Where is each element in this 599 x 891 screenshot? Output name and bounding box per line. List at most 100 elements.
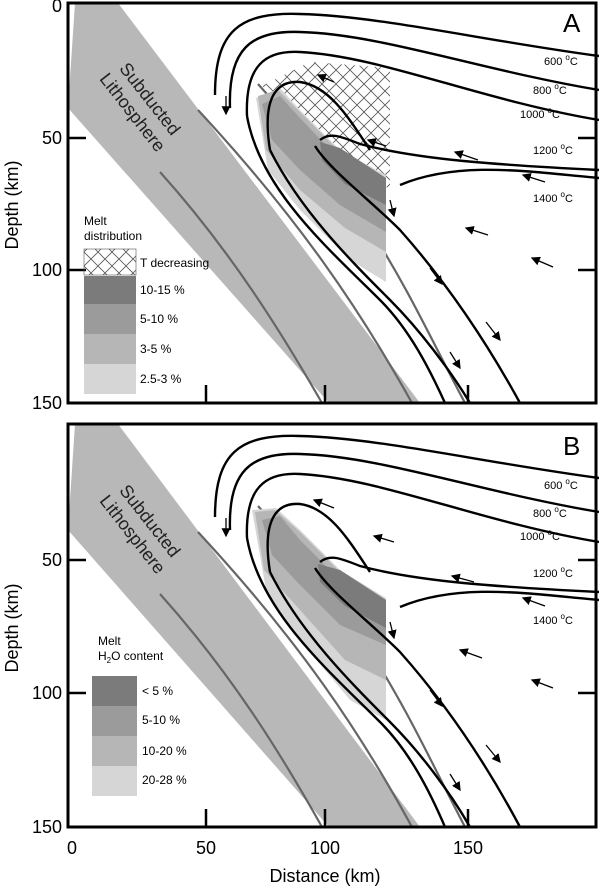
x-axis: 0 50 100 150 Distance (km) <box>67 838 483 886</box>
isotherm-1000 <box>245 472 599 544</box>
flow-arrow <box>485 321 501 342</box>
legend-title: Melt <box>98 634 121 648</box>
legend-title: H2O content <box>98 649 164 665</box>
flow-arrow <box>458 648 483 659</box>
legend-swatch <box>84 364 136 394</box>
isotherm-1400-top <box>399 590 599 609</box>
y-tick-label: 50 <box>42 128 62 148</box>
legend-swatch <box>84 334 136 364</box>
isotherm-1000 <box>245 50 599 122</box>
isotherm-lower-2 <box>245 115 447 404</box>
y-tick-label: 150 <box>32 393 62 413</box>
isotherm-lower-1 <box>268 571 472 828</box>
isotherm-label: 1000 oC <box>520 528 560 543</box>
flow-arrow <box>453 150 479 161</box>
legend-label: 5-10 % <box>142 713 180 727</box>
y-axis-label: Depth (km) <box>2 160 22 249</box>
isotherm-1200 <box>266 502 599 594</box>
flow-arrow <box>450 573 475 583</box>
legend-title: distribution <box>84 229 142 243</box>
panel-a: 0 50 100 150 Depth (km) Subducted Lithos… <box>2 0 599 413</box>
t-decreasing-region <box>262 62 390 190</box>
subducted-slab <box>68 3 420 403</box>
legend-swatch <box>92 736 137 766</box>
legend-title: Melt <box>84 214 107 228</box>
x-axis-label: Distance (km) <box>269 866 380 886</box>
flow-arrow <box>521 173 546 183</box>
y-axis-label: Depth (km) <box>2 583 22 672</box>
flow-arrow <box>429 689 443 708</box>
isotherm-label: 1000 oC <box>520 106 560 121</box>
isotherm-1400 <box>313 145 522 404</box>
panel-letter: B <box>563 431 580 461</box>
legend-label: 10-20 % <box>142 744 187 758</box>
isotherm-1400 <box>313 567 522 828</box>
isotherm-label: 600 oC <box>544 477 578 492</box>
panel-b-frame <box>66 422 598 829</box>
isotherm-lower-2 <box>245 537 447 828</box>
flow-arrow <box>316 73 335 83</box>
y-tick-label: 150 <box>32 817 62 837</box>
y-tick-label: 100 <box>32 683 62 703</box>
flow-arrow <box>366 138 387 147</box>
legend-label: T decreasing <box>140 256 209 270</box>
flow-arrows <box>221 73 554 370</box>
y-tick-label: 50 <box>42 550 62 570</box>
panel-b: 50 100 150 Depth (km) Subducted Lithosph… <box>2 422 599 837</box>
x-tick-label: 0 <box>67 838 77 858</box>
legend-swatch <box>92 766 137 796</box>
isotherm-1400-top <box>399 168 599 187</box>
flow-arrow <box>530 678 554 689</box>
legend-swatch <box>84 304 136 334</box>
legend-label: 20-28 % <box>142 773 187 787</box>
flow-arrow <box>449 351 461 370</box>
legend-swatch-t-decreasing <box>83 248 137 276</box>
slab-inner-line <box>197 531 413 828</box>
legend-label: 2.5-3 % <box>140 372 182 386</box>
legend-label: 3-5 % <box>140 342 172 356</box>
isotherm-labels: 600 oC 800 oC 1000 oC 1200 oC 1400 oC <box>520 53 578 205</box>
panel-a-frame <box>66 1 598 405</box>
isotherm-600 <box>213 434 599 518</box>
isotherm-800 <box>228 30 599 109</box>
flow-arrow <box>485 744 501 764</box>
flow-arrow <box>312 498 335 509</box>
y-tick-label: 0 <box>52 0 62 16</box>
isotherm-labels: 600 oC 800 oC 1000 oC 1200 oC 1400 oC <box>520 477 578 627</box>
flow-arrows <box>221 498 554 792</box>
legend-a: Melt distribution T decreasing 10-15 % 5… <box>83 214 209 394</box>
legend-label: 5-10 % <box>140 312 178 326</box>
melt-zone-5-10 <box>262 96 386 232</box>
y-tick-label: 100 <box>32 260 62 280</box>
slab-inner-line <box>197 109 413 404</box>
legend-label: 10-15 % <box>140 283 185 297</box>
slab-inner-line <box>159 171 323 404</box>
flow-arrow <box>521 596 546 607</box>
isotherm-label: 800 oC <box>533 505 567 520</box>
isotherm-lower-1 <box>268 149 472 404</box>
subducted-slab <box>68 424 420 827</box>
panel-b-ticks <box>68 558 596 827</box>
x-tick-label: 150 <box>453 838 483 858</box>
flow-arrow <box>372 533 395 543</box>
flow-arrow <box>387 621 397 640</box>
flow-arrow <box>429 267 443 286</box>
legend-swatch <box>92 676 137 706</box>
isotherm-600 <box>213 12 599 96</box>
flow-arrow <box>530 256 554 268</box>
panel-a-ticks <box>68 136 596 403</box>
isotherm-label: 600 oC <box>544 53 578 68</box>
isotherm-label: 1400 oC <box>533 612 573 627</box>
isotherm-label: 800 oC <box>533 82 567 97</box>
legend-b: Melt H2O content < 5 % 5-10 % 10-20 % 20… <box>92 634 187 796</box>
flow-arrow <box>387 199 397 218</box>
isotherm-label: 1400 oC <box>533 190 573 205</box>
melt-zone-10-15 <box>320 142 386 205</box>
legend-label: < 5 % <box>142 684 173 698</box>
isotherms <box>213 434 599 828</box>
melt-zone-lt-5 <box>318 564 386 628</box>
isotherm-label: 1200 oC <box>533 142 573 157</box>
flow-arrow <box>449 773 461 792</box>
slab-inner-line <box>159 593 323 828</box>
